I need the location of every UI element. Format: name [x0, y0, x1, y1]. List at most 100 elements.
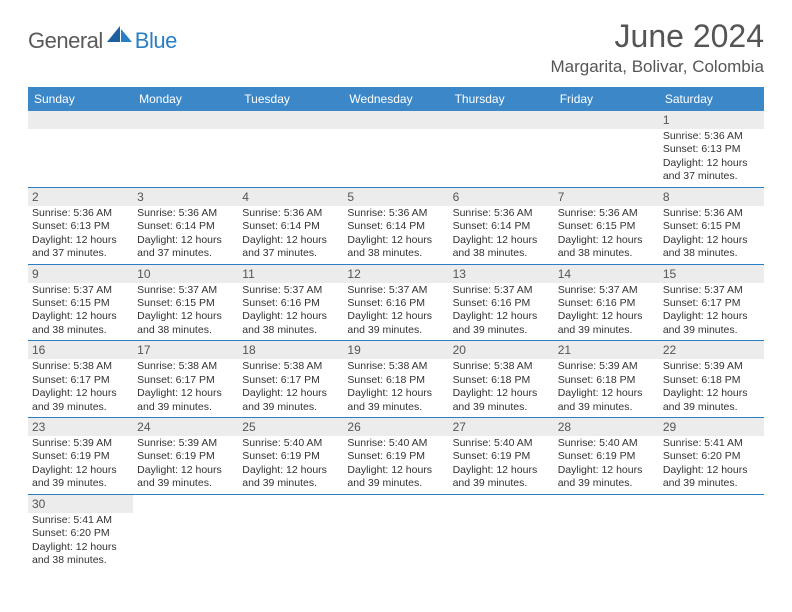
- calendar-page: General Blue June 2024 Margarita, Boliva…: [0, 0, 792, 571]
- day-number: 15: [659, 265, 764, 283]
- cell-content: 12Sunrise: 5:37 AMSunset: 6:16 PMDayligh…: [343, 265, 448, 341]
- cell-content: 30Sunrise: 5:41 AMSunset: 6:20 PMDayligh…: [28, 495, 133, 571]
- sunrise-line: Sunrise: 5:37 AM: [32, 284, 129, 297]
- day-header: Sunday: [28, 87, 133, 111]
- cell-content: 19Sunrise: 5:38 AMSunset: 6:18 PMDayligh…: [343, 341, 448, 417]
- week-row: 30Sunrise: 5:41 AMSunset: 6:20 PMDayligh…: [28, 494, 764, 570]
- day-cell: 16Sunrise: 5:38 AMSunset: 6:17 PMDayligh…: [28, 341, 133, 418]
- day-number: 26: [343, 418, 448, 436]
- day-cell: 11Sunrise: 5:37 AMSunset: 6:16 PMDayligh…: [238, 264, 343, 341]
- sunrise-line: Sunrise: 5:41 AM: [32, 514, 129, 527]
- day-cell: 19Sunrise: 5:38 AMSunset: 6:18 PMDayligh…: [343, 341, 448, 418]
- sunset-line: Sunset: 6:20 PM: [663, 450, 760, 463]
- day-cell: [343, 494, 448, 570]
- cell-content: 3Sunrise: 5:36 AMSunset: 6:14 PMDaylight…: [133, 188, 238, 264]
- day-number: 2: [28, 188, 133, 206]
- day-number: 23: [28, 418, 133, 436]
- daylight-line: Daylight: 12 hours and 37 minutes.: [242, 234, 339, 261]
- daynum-bar-empty: [554, 111, 659, 129]
- week-row: 16Sunrise: 5:38 AMSunset: 6:17 PMDayligh…: [28, 341, 764, 418]
- day-header: Wednesday: [343, 87, 448, 111]
- day-cell: 30Sunrise: 5:41 AMSunset: 6:20 PMDayligh…: [28, 494, 133, 570]
- day-cell: 8Sunrise: 5:36 AMSunset: 6:15 PMDaylight…: [659, 187, 764, 264]
- sail-icon: [107, 26, 133, 49]
- cell-content: 24Sunrise: 5:39 AMSunset: 6:19 PMDayligh…: [133, 418, 238, 494]
- logo: General Blue: [28, 26, 177, 55]
- sunset-line: Sunset: 6:14 PM: [137, 220, 234, 233]
- day-number: 29: [659, 418, 764, 436]
- day-number: 22: [659, 341, 764, 359]
- cell-content: 6Sunrise: 5:36 AMSunset: 6:14 PMDaylight…: [449, 188, 554, 264]
- day-cell: [238, 494, 343, 570]
- sunset-line: Sunset: 6:19 PM: [558, 450, 655, 463]
- day-number: 12: [343, 265, 448, 283]
- daynum-bar-empty: [28, 111, 133, 129]
- sunrise-line: Sunrise: 5:36 AM: [558, 207, 655, 220]
- sunset-line: Sunset: 6:13 PM: [663, 143, 760, 156]
- day-cell: 13Sunrise: 5:37 AMSunset: 6:16 PMDayligh…: [449, 264, 554, 341]
- sunrise-line: Sunrise: 5:37 AM: [558, 284, 655, 297]
- day-number: 18: [238, 341, 343, 359]
- day-cell: [133, 494, 238, 570]
- sunrise-line: Sunrise: 5:38 AM: [347, 360, 444, 373]
- cell-content: 22Sunrise: 5:39 AMSunset: 6:18 PMDayligh…: [659, 341, 764, 417]
- sunrise-line: Sunrise: 5:37 AM: [242, 284, 339, 297]
- sunset-line: Sunset: 6:15 PM: [558, 220, 655, 233]
- cell-content: 20Sunrise: 5:38 AMSunset: 6:18 PMDayligh…: [449, 341, 554, 417]
- cell-content: 14Sunrise: 5:37 AMSunset: 6:16 PMDayligh…: [554, 265, 659, 341]
- day-number: 5: [343, 188, 448, 206]
- cell-content: 16Sunrise: 5:38 AMSunset: 6:17 PMDayligh…: [28, 341, 133, 417]
- sunrise-line: Sunrise: 5:36 AM: [347, 207, 444, 220]
- cell-content: 25Sunrise: 5:40 AMSunset: 6:19 PMDayligh…: [238, 418, 343, 494]
- sunrise-line: Sunrise: 5:38 AM: [32, 360, 129, 373]
- day-number: 30: [28, 495, 133, 513]
- day-header: Saturday: [659, 87, 764, 111]
- location-subtitle: Margarita, Bolivar, Colombia: [550, 57, 764, 77]
- sunrise-line: Sunrise: 5:38 AM: [137, 360, 234, 373]
- sunrise-line: Sunrise: 5:38 AM: [242, 360, 339, 373]
- sunrise-line: Sunrise: 5:40 AM: [558, 437, 655, 450]
- sunset-line: Sunset: 6:18 PM: [453, 374, 550, 387]
- day-cell: [659, 494, 764, 570]
- day-number: 10: [133, 265, 238, 283]
- day-number: 9: [28, 265, 133, 283]
- daylight-line: Daylight: 12 hours and 39 minutes.: [347, 387, 444, 414]
- daylight-line: Daylight: 12 hours and 39 minutes.: [453, 310, 550, 337]
- sunset-line: Sunset: 6:15 PM: [663, 220, 760, 233]
- day-cell: 5Sunrise: 5:36 AMSunset: 6:14 PMDaylight…: [343, 187, 448, 264]
- daylight-line: Daylight: 12 hours and 39 minutes.: [242, 464, 339, 491]
- calendar-body: 1Sunrise: 5:36 AMSunset: 6:13 PMDaylight…: [28, 111, 764, 571]
- sunrise-line: Sunrise: 5:37 AM: [453, 284, 550, 297]
- daylight-line: Daylight: 12 hours and 37 minutes.: [663, 157, 760, 184]
- sunset-line: Sunset: 6:17 PM: [137, 374, 234, 387]
- day-cell: 14Sunrise: 5:37 AMSunset: 6:16 PMDayligh…: [554, 264, 659, 341]
- title-block: June 2024 Margarita, Bolivar, Colombia: [550, 18, 764, 77]
- day-number: 20: [449, 341, 554, 359]
- day-number: 7: [554, 188, 659, 206]
- sunset-line: Sunset: 6:15 PM: [137, 297, 234, 310]
- sunrise-line: Sunrise: 5:39 AM: [137, 437, 234, 450]
- daylight-line: Daylight: 12 hours and 38 minutes.: [242, 310, 339, 337]
- daylight-line: Daylight: 12 hours and 38 minutes.: [32, 541, 129, 568]
- daylight-line: Daylight: 12 hours and 39 minutes.: [558, 310, 655, 337]
- sunset-line: Sunset: 6:16 PM: [347, 297, 444, 310]
- sunrise-line: Sunrise: 5:39 AM: [558, 360, 655, 373]
- daylight-line: Daylight: 12 hours and 38 minutes.: [663, 234, 760, 261]
- day-header: Tuesday: [238, 87, 343, 111]
- daylight-line: Daylight: 12 hours and 38 minutes.: [453, 234, 550, 261]
- sunset-line: Sunset: 6:19 PM: [242, 450, 339, 463]
- daylight-line: Daylight: 12 hours and 37 minutes.: [137, 234, 234, 261]
- cell-content: 17Sunrise: 5:38 AMSunset: 6:17 PMDayligh…: [133, 341, 238, 417]
- week-row: 1Sunrise: 5:36 AMSunset: 6:13 PMDaylight…: [28, 111, 764, 187]
- daylight-line: Daylight: 12 hours and 39 minutes.: [137, 464, 234, 491]
- sunrise-line: Sunrise: 5:36 AM: [32, 207, 129, 220]
- daylight-line: Daylight: 12 hours and 39 minutes.: [137, 387, 234, 414]
- cell-content: 9Sunrise: 5:37 AMSunset: 6:15 PMDaylight…: [28, 265, 133, 341]
- header: General Blue June 2024 Margarita, Boliva…: [28, 18, 764, 77]
- day-cell: [343, 111, 448, 187]
- week-row: 2Sunrise: 5:36 AMSunset: 6:13 PMDaylight…: [28, 187, 764, 264]
- day-number: 17: [133, 341, 238, 359]
- sunset-line: Sunset: 6:14 PM: [347, 220, 444, 233]
- sunrise-line: Sunrise: 5:36 AM: [137, 207, 234, 220]
- day-cell: 24Sunrise: 5:39 AMSunset: 6:19 PMDayligh…: [133, 418, 238, 495]
